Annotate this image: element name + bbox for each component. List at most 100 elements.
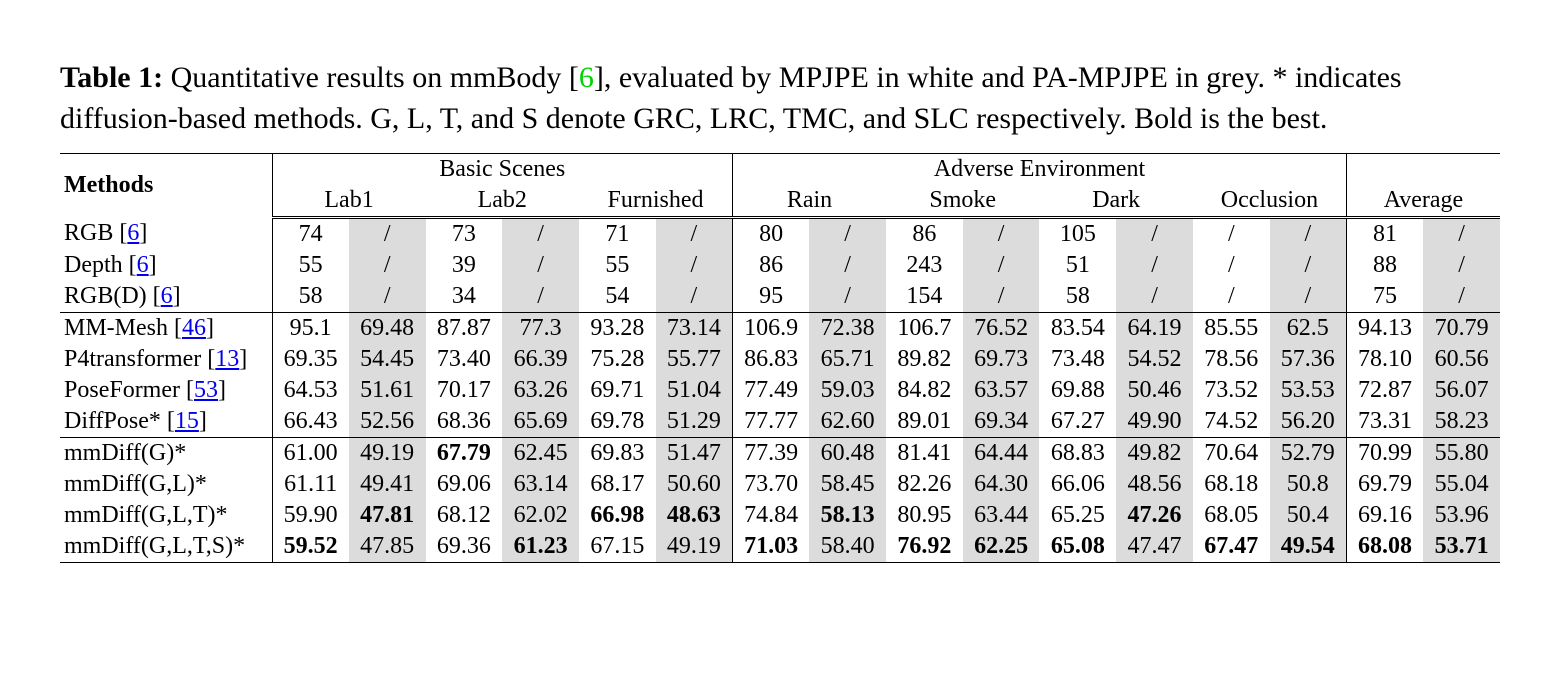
method-name: RGB xyxy=(64,220,113,246)
method-name: mmDiff(G,L)* xyxy=(64,471,207,497)
data-cell: 69.16 xyxy=(1346,500,1423,531)
data-cell: 87.87 xyxy=(426,313,503,345)
data-cell: 71 xyxy=(579,218,656,251)
data-cell: 55.77 xyxy=(656,344,733,375)
data-cell: 49.19 xyxy=(656,531,733,563)
data-cell: 82.26 xyxy=(886,469,963,500)
data-cell: 55.80 xyxy=(1423,438,1500,470)
data-cell: 55 xyxy=(272,250,349,281)
data-cell: 73 xyxy=(426,218,503,251)
data-cell: 53.71 xyxy=(1423,531,1500,563)
data-cell: 63.26 xyxy=(502,375,579,406)
method-ref-link[interactable]: 46 xyxy=(182,315,206,341)
method-ref-link[interactable]: 13 xyxy=(215,346,239,372)
data-cell: / xyxy=(502,250,579,281)
data-cell: 81 xyxy=(1346,218,1423,251)
data-cell: 86 xyxy=(886,218,963,251)
method-name: P4transformer xyxy=(64,346,201,372)
data-cell: 61.23 xyxy=(502,531,579,563)
table-row: RGB(D) [6]58/34/54/95/154/58///75/ xyxy=(60,281,1500,313)
data-cell: 65.71 xyxy=(809,344,886,375)
data-cell: / xyxy=(963,250,1040,281)
data-cell: 69.73 xyxy=(963,344,1040,375)
data-cell: 53.96 xyxy=(1423,500,1500,531)
data-value: 48.63 xyxy=(667,502,721,528)
data-cell: 77.3 xyxy=(502,313,579,345)
data-cell: 59.03 xyxy=(809,375,886,406)
data-cell: 69.06 xyxy=(426,469,503,500)
data-cell: 60.56 xyxy=(1423,344,1500,375)
method-name: RGB(D) xyxy=(64,283,147,309)
data-cell: 64.30 xyxy=(963,469,1040,500)
data-cell: 74.52 xyxy=(1193,406,1270,438)
data-cell: 73.52 xyxy=(1193,375,1270,406)
data-cell: 62.45 xyxy=(502,438,579,470)
data-cell: 59.90 xyxy=(272,500,349,531)
data-cell: 73.70 xyxy=(733,469,810,500)
data-value: 66.98 xyxy=(590,502,644,528)
data-cell: / xyxy=(1270,250,1347,281)
method-cell: mmDiff(G,L,T,S)* xyxy=(60,531,272,563)
data-cell: / xyxy=(1270,218,1347,251)
data-cell: 86.83 xyxy=(733,344,810,375)
data-cell: 65.69 xyxy=(502,406,579,438)
data-cell: / xyxy=(809,250,886,281)
data-cell: 57.36 xyxy=(1270,344,1347,375)
data-cell: 69.48 xyxy=(349,313,426,345)
data-cell: 75 xyxy=(1346,281,1423,313)
data-cell: 59.52 xyxy=(272,531,349,563)
data-cell: / xyxy=(1423,281,1500,313)
data-cell: / xyxy=(1423,250,1500,281)
data-value: 49.54 xyxy=(1281,533,1335,559)
method-ref-link[interactable]: 6 xyxy=(137,252,149,278)
data-cell: 84.82 xyxy=(886,375,963,406)
data-cell: 73.40 xyxy=(426,344,503,375)
data-cell: 52.56 xyxy=(349,406,426,438)
data-cell: 60.48 xyxy=(809,438,886,470)
data-cell: 89.01 xyxy=(886,406,963,438)
data-cell: 68.83 xyxy=(1039,438,1116,470)
data-cell: / xyxy=(809,281,886,313)
data-cell: 51.29 xyxy=(656,406,733,438)
data-cell: 58.45 xyxy=(809,469,886,500)
data-cell: 75.28 xyxy=(579,344,656,375)
data-cell: 72.38 xyxy=(809,313,886,345)
data-value: 47.26 xyxy=(1128,502,1182,528)
table-row: mmDiff(G)*61.0049.1967.7962.4569.8351.47… xyxy=(60,438,1500,470)
method-cell: PoseFormer [53] xyxy=(60,375,272,406)
data-cell: 66.39 xyxy=(502,344,579,375)
data-cell: 58 xyxy=(1039,281,1116,313)
data-cell: 69.34 xyxy=(963,406,1040,438)
data-cell: 88 xyxy=(1346,250,1423,281)
method-ref-link[interactable]: 6 xyxy=(127,220,139,246)
data-cell: / xyxy=(809,218,886,251)
data-cell: 61.11 xyxy=(272,469,349,500)
data-cell: / xyxy=(656,281,733,313)
data-cell: 154 xyxy=(886,281,963,313)
sub-rain: Rain xyxy=(733,185,886,218)
data-cell: 72.87 xyxy=(1346,375,1423,406)
data-cell: 95 xyxy=(733,281,810,313)
data-cell: 70.64 xyxy=(1193,438,1270,470)
method-ref-link[interactable]: 6 xyxy=(161,283,173,309)
data-cell: / xyxy=(656,250,733,281)
method-name: MM-Mesh xyxy=(64,315,168,341)
data-cell: 68.18 xyxy=(1193,469,1270,500)
data-cell: 86 xyxy=(733,250,810,281)
data-cell: 58 xyxy=(272,281,349,313)
table-row: RGB [6]74/73/71/80/86/105///81/ xyxy=(60,218,1500,251)
method-cell: DiffPose* [15] xyxy=(60,406,272,438)
method-ref-link[interactable]: 15 xyxy=(175,408,199,434)
data-cell: 58.23 xyxy=(1423,406,1500,438)
method-cell: Depth [6] xyxy=(60,250,272,281)
caption-ref-link[interactable]: 6 xyxy=(579,61,594,94)
method-ref-link[interactable]: 53 xyxy=(194,377,218,403)
data-cell: 69.88 xyxy=(1039,375,1116,406)
data-cell: 54.45 xyxy=(349,344,426,375)
header-group-basic: Basic Scenes xyxy=(272,154,732,186)
data-cell: 47.81 xyxy=(349,500,426,531)
data-cell: 106.9 xyxy=(733,313,810,345)
method-cell: RGB [6] xyxy=(60,218,272,251)
data-cell: 67.27 xyxy=(1039,406,1116,438)
data-cell: 70.79 xyxy=(1423,313,1500,345)
